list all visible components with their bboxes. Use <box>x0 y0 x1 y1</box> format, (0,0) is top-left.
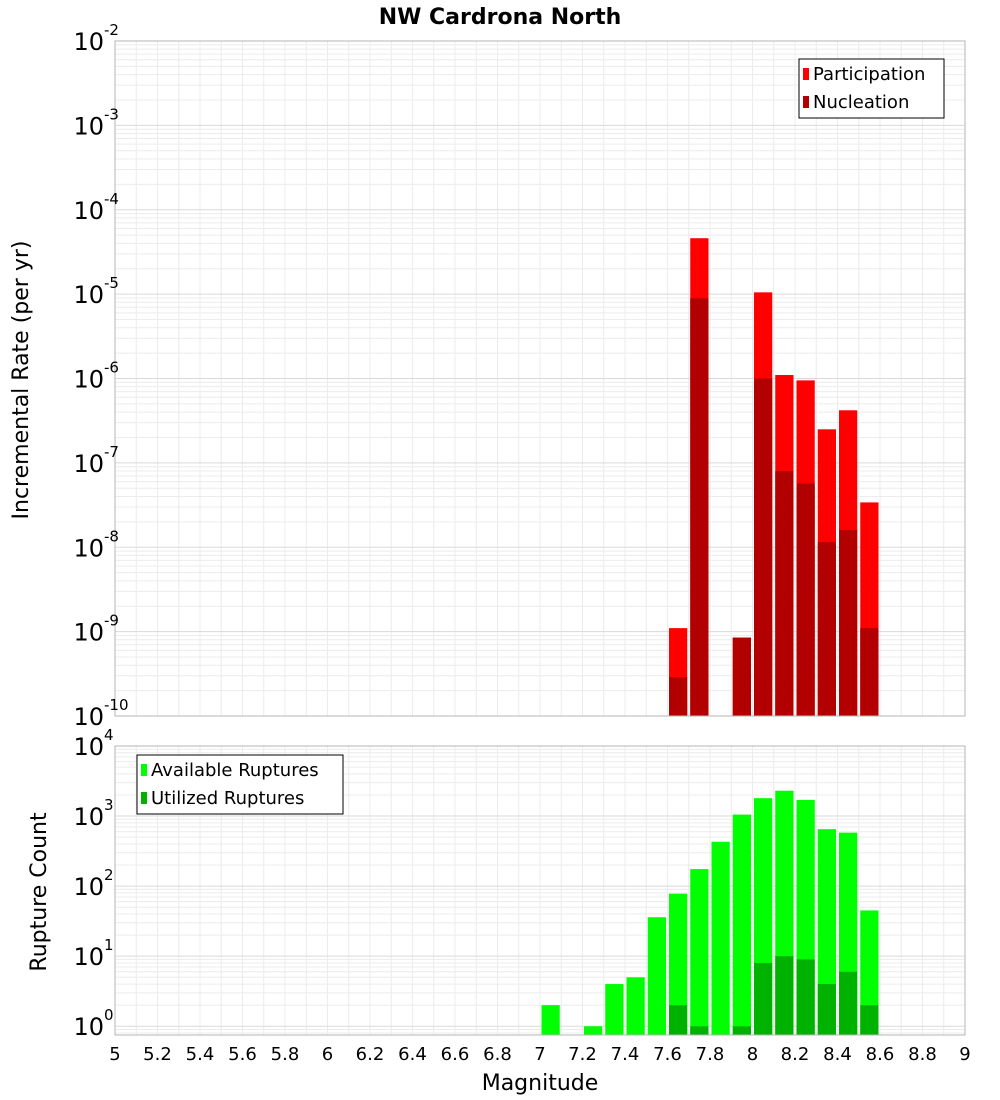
y-tick-label: 10 <box>73 803 104 831</box>
x-tick-label: 8.4 <box>823 1044 852 1065</box>
y-tick-exponent: -6 <box>104 359 119 377</box>
y-tick-label: 10 <box>73 873 104 901</box>
bar-nucleation <box>817 542 836 716</box>
bar-nucleation <box>669 676 688 716</box>
bar-available-ruptures <box>647 917 666 1035</box>
y-tick-label: 10 <box>73 366 104 394</box>
y-tick-label: 10 <box>73 943 104 971</box>
x-axis-label: Magnitude <box>482 1071 599 1096</box>
bottom-y-axis-label: Rupture Count <box>27 812 52 972</box>
bar-nucleation <box>732 637 751 716</box>
x-tick-label: 7.6 <box>653 1044 682 1065</box>
bar-utilized-ruptures <box>796 959 815 1035</box>
bar-available-ruptures <box>626 977 645 1035</box>
legend-swatch-nucleation <box>803 96 809 108</box>
bar-utilized-ruptures <box>860 1005 879 1035</box>
x-tick-label: 8 <box>747 1044 758 1065</box>
x-tick-label: 6.6 <box>441 1044 470 1065</box>
x-tick-label: 5.6 <box>228 1044 257 1065</box>
y-tick-exponent: 4 <box>104 726 114 744</box>
legend-label-utilized-ruptures: Utilized Ruptures <box>151 788 304 809</box>
x-tick-label: 7.2 <box>568 1044 597 1065</box>
bar-nucleation <box>839 530 858 716</box>
top-y-axis-label: Incremental Rate (per yr) <box>9 241 34 520</box>
bar-nucleation <box>690 298 709 716</box>
y-tick-exponent: -7 <box>104 443 119 461</box>
bar-nucleation <box>796 483 815 716</box>
bar-available-ruptures <box>669 893 688 1035</box>
bar-available-ruptures <box>711 841 730 1035</box>
y-tick-exponent: -8 <box>104 527 119 545</box>
x-tick-label: 5.4 <box>186 1044 215 1065</box>
bar-available-ruptures <box>732 814 751 1035</box>
x-tick-label: 7 <box>534 1044 545 1065</box>
plot-frame <box>114 745 966 1036</box>
x-tick-label: 8.8 <box>908 1044 937 1065</box>
bar-utilized-ruptures <box>817 984 836 1035</box>
x-tick-label: 5 <box>109 1044 120 1065</box>
x-tick-label: 9 <box>959 1044 970 1065</box>
bar-available-ruptures <box>605 984 624 1035</box>
bar-available-ruptures <box>584 1026 603 1035</box>
x-tick-label: 8.6 <box>866 1044 895 1065</box>
bar-utilized-ruptures <box>775 956 794 1035</box>
y-tick-exponent: 0 <box>104 1006 114 1024</box>
x-tick-label: 6.2 <box>356 1044 385 1065</box>
x-tick-label: 7.8 <box>696 1044 725 1065</box>
y-tick-exponent: 2 <box>104 866 114 884</box>
legend-box <box>136 754 344 815</box>
bar-utilized-ruptures <box>669 1005 688 1035</box>
y-tick-exponent: 3 <box>104 796 114 814</box>
y-tick-exponent: -9 <box>104 612 119 630</box>
x-tick-label: 5.2 <box>143 1044 172 1065</box>
x-tick-label: 5.8 <box>271 1044 300 1065</box>
y-tick-label: 10 <box>73 450 104 478</box>
x-tick-label: 6.8 <box>483 1044 512 1065</box>
y-tick-label: 10 <box>73 534 104 562</box>
y-tick-label: 10 <box>73 28 104 56</box>
y-tick-label: 10 <box>73 733 104 761</box>
y-tick-exponent: -3 <box>104 105 119 123</box>
legend-swatch-available-ruptures <box>141 764 147 776</box>
bar-utilized-ruptures <box>732 1026 751 1035</box>
x-tick-label: 8.2 <box>781 1044 810 1065</box>
legend-label-available-ruptures: Available Ruptures <box>151 760 319 781</box>
legend-swatch-utilized-ruptures <box>141 792 147 804</box>
bar-available-ruptures <box>690 869 709 1035</box>
y-tick-label: 10 <box>73 197 104 225</box>
bar-nucleation <box>860 628 879 716</box>
y-tick-exponent: -4 <box>104 190 119 208</box>
legend-label-nucleation: Nucleation <box>813 92 909 113</box>
legend-box <box>798 58 945 119</box>
y-tick-label: 10 <box>73 112 104 140</box>
bar-available-ruptures <box>860 910 879 1035</box>
y-tick-label: 10 <box>73 703 104 731</box>
bar-utilized-ruptures <box>839 971 858 1035</box>
bar-nucleation <box>775 471 794 716</box>
y-tick-exponent: -10 <box>104 696 129 714</box>
y-tick-exponent: -2 <box>104 21 119 39</box>
y-tick-exponent: 1 <box>104 936 114 954</box>
bar-nucleation <box>754 378 773 716</box>
x-tick-label: 6.4 <box>398 1044 427 1065</box>
legend-label-participation: Participation <box>813 64 925 85</box>
bar-utilized-ruptures <box>690 1026 709 1035</box>
y-tick-label: 10 <box>73 1013 104 1041</box>
plot-frame <box>114 40 966 717</box>
x-tick-label: 6 <box>322 1044 333 1065</box>
y-tick-label: 10 <box>73 281 104 309</box>
legend-swatch-participation <box>803 68 809 80</box>
y-tick-label: 10 <box>73 619 104 647</box>
bar-available-ruptures <box>541 1005 560 1035</box>
chart-title: NW Cardrona North <box>379 5 622 30</box>
bar-utilized-ruptures <box>754 962 773 1035</box>
x-tick-label: 7.4 <box>611 1044 640 1065</box>
y-tick-exponent: -5 <box>104 274 119 292</box>
bar-available-ruptures <box>817 829 836 1035</box>
